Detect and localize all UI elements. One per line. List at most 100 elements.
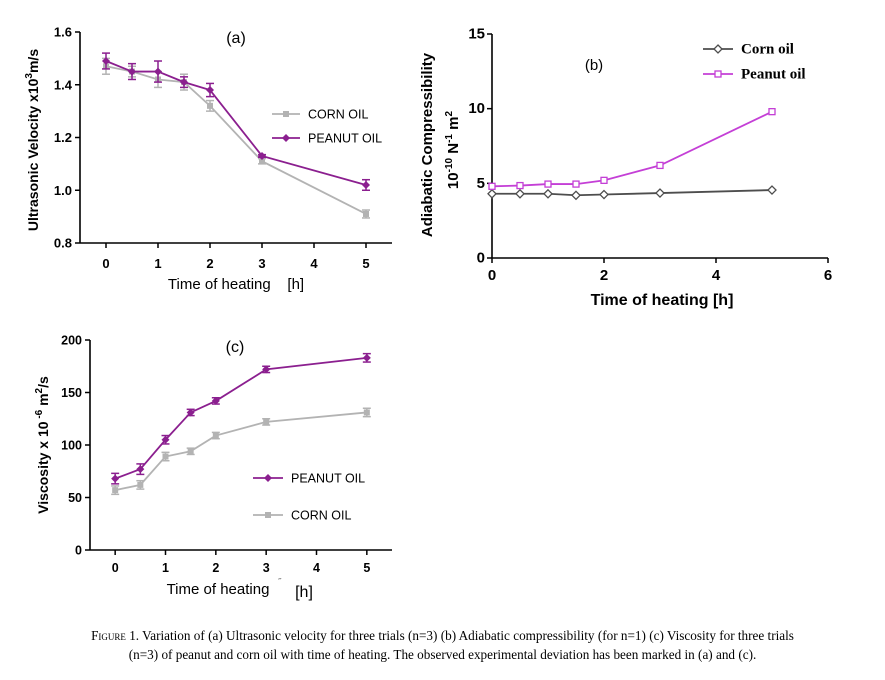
panel-a-data-point xyxy=(362,180,370,189)
panel-a-axes: 0.8 1.0 1.2 1.4 1.6 0 1 2 3 4 5 CORN OIL PEANUT OIL xyxy=(54,25,392,271)
panel-a-legend-label: CORN OIL xyxy=(308,108,368,122)
panel-c-xtick-label: 1 xyxy=(162,561,169,575)
panel-b-data-point xyxy=(571,190,581,201)
panel-a-ytick-label: 1.6 xyxy=(54,25,72,40)
panel-a-series-line xyxy=(105,60,367,186)
panel-b-ytick-label: 5 xyxy=(477,175,485,192)
panel-c-data-point xyxy=(137,481,144,488)
panel-c: (c) Time of heating ˝ [h] Viscosity x 10… xyxy=(34,334,392,601)
panel-c-xlabel-tick-mark: ˝ xyxy=(278,577,282,587)
panel-a: (a) Time of heating [h] Ultrasonic Veloc… xyxy=(24,25,392,293)
panel-b-legend-label: Peanut oil xyxy=(741,67,806,83)
panel-c-data-point xyxy=(212,432,219,439)
panel-b-data-point xyxy=(543,188,553,199)
panel-c-xtick-label: 4 xyxy=(313,561,320,575)
figure-canvas: (a) Time of heating [h] Ultrasonic Veloc… xyxy=(24,25,832,602)
panel-a-legend-marker xyxy=(282,134,290,142)
panel-c-data-point xyxy=(211,396,220,405)
panel-b-series-line xyxy=(492,189,773,197)
panel-c-data-point xyxy=(111,474,120,483)
figure-caption: Figure 1. Variation of (a) Ultrasonic ve… xyxy=(0,626,885,664)
panel-b-ylabel-line2: 10-10 N-1 m2 xyxy=(444,111,462,190)
panel-a-legend-marker xyxy=(283,111,289,117)
panel-c-axes: 0 50 100 150 200 0 1 2 3 4 5 PEANUT OIL CORN OIL xyxy=(61,334,392,575)
panel-c-data-point xyxy=(162,453,169,460)
panel-c-legend-label: CORN OIL xyxy=(291,509,351,523)
panel-c-data-point xyxy=(362,353,371,362)
panel-b: (b) Time of heating [h] Adiabatic Compre… xyxy=(419,26,832,310)
panel-c-data-point xyxy=(262,365,271,374)
panel-a-ytick-label: 0.8 xyxy=(54,236,72,251)
panel-c-data-point xyxy=(263,418,270,425)
panel-b-ylabel-line1: Adiabatic Compressibility xyxy=(419,52,436,237)
panel-b-legend-marker xyxy=(714,70,722,78)
panel-a-xtick-label: 1 xyxy=(154,256,161,271)
panel-c-data-point xyxy=(161,435,170,444)
caption-lead: Figure xyxy=(91,628,126,643)
panel-c-data-point xyxy=(187,448,194,455)
panel-c-ytick-label: 100 xyxy=(61,439,82,453)
panel-b-data-point xyxy=(544,180,552,188)
caption-line2: (n=3) of peanut and corn oil with time o… xyxy=(128,647,757,662)
panel-b-data-point xyxy=(488,182,496,190)
panel-b-series-line xyxy=(491,110,773,188)
panel-b-axes: 0 5 10 15 0 2 4 6 Corn oil Peanut oil xyxy=(468,26,832,285)
panel-b-data-point xyxy=(487,188,497,199)
panel-a-data-point xyxy=(102,57,110,66)
panel-b-legend-label: Corn oil xyxy=(741,42,794,58)
panel-b-legend-marker xyxy=(713,44,723,54)
panel-a-xlabel: Time of heating [h] xyxy=(168,276,304,293)
panel-b-xtick-label: 6 xyxy=(824,267,832,284)
panel-a-legend-label: PEANUT OIL xyxy=(308,132,382,146)
panel-a-ytick-label: 1.4 xyxy=(54,77,73,92)
panel-c-ytick-label: 200 xyxy=(61,334,82,348)
panel-a-xtick-label: 5 xyxy=(362,256,369,271)
panel-c-series-line xyxy=(114,356,367,480)
panel-a-xtick-label: 0 xyxy=(102,256,109,271)
panel-b-label: (b) xyxy=(585,57,603,74)
panel-a-data-point xyxy=(128,67,136,76)
panel-b-data-point xyxy=(768,108,776,116)
panel-b-data-point xyxy=(516,181,524,190)
panel-a-label: (a) xyxy=(226,30,246,47)
panel-c-legend-marker xyxy=(264,474,272,482)
panel-b-data-point xyxy=(515,188,525,199)
panel-c-xtick-label: 3 xyxy=(263,561,270,575)
panel-c-ytick-label: 0 xyxy=(75,544,82,558)
panel-a-data-point xyxy=(154,67,162,76)
panel-c-label: (c) xyxy=(226,339,245,356)
panel-b-ytick-label: 0 xyxy=(477,250,485,267)
panel-c-data-point xyxy=(136,465,145,474)
panel-a-ytick-label: 1.0 xyxy=(54,183,72,198)
panel-c-legend-marker xyxy=(265,512,271,518)
panel-a-xtick-label: 2 xyxy=(206,256,213,271)
panel-b-data-point xyxy=(767,185,777,195)
panel-a-xtick-label: 3 xyxy=(258,256,265,271)
panel-b-xtick-label: 0 xyxy=(488,267,496,284)
caption-text: 1. Variation of (a) Ultrasonic velocity … xyxy=(125,628,794,643)
panel-c-xtick-label: 2 xyxy=(212,561,219,575)
panel-a-data-point xyxy=(363,210,369,217)
panel-b-data-point xyxy=(599,189,609,200)
panel-c-data-point xyxy=(186,408,195,417)
panel-c-xtick-label: 5 xyxy=(363,561,370,575)
panel-a-ylabel: Ultrasonic Velocity x103m/s xyxy=(24,49,41,231)
panel-c-data-point xyxy=(112,487,119,494)
panel-c-ytick-label: 150 xyxy=(61,386,82,400)
panel-b-data-point xyxy=(656,161,664,170)
panel-a-data-point xyxy=(259,158,265,165)
panel-b-ytick-label: 15 xyxy=(468,26,485,43)
panel-a-data-point xyxy=(180,78,188,87)
panel-b-xlabel: Time of heating [h] xyxy=(591,292,734,309)
panel-b-data-point xyxy=(600,176,608,184)
panel-c-xlabel-unit: [h] xyxy=(295,584,313,601)
panel-b-xtick-label: 4 xyxy=(712,267,721,284)
panel-c-ylabel: Viscosity x 10 -6 m2/s xyxy=(34,376,51,514)
panel-b-data-point xyxy=(572,180,580,188)
panel-c-xtick-label: 0 xyxy=(112,561,119,575)
panel-a-ytick-label: 1.2 xyxy=(54,130,72,145)
panel-a-data-point xyxy=(207,102,213,109)
panel-c-data-point xyxy=(363,409,370,416)
panel-b-ytick-label: 10 xyxy=(468,100,485,117)
panel-c-xlabel: Time of heating xyxy=(167,581,270,598)
